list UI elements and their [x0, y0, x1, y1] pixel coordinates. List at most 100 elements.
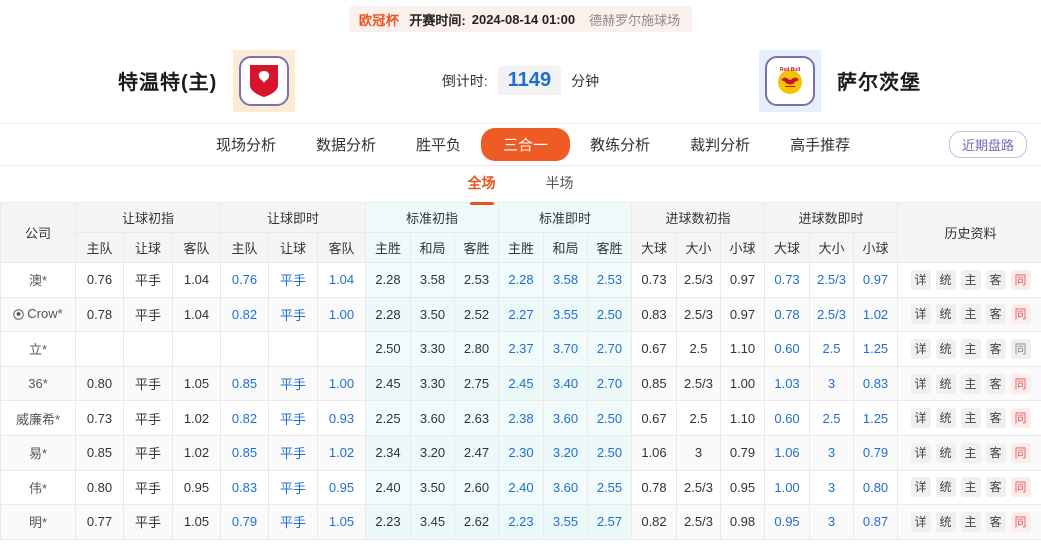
history-button-3[interactable]: 客 [985, 373, 1006, 394]
cell-odds[interactable]: 2.5/3 [809, 296, 855, 333]
cell-odds[interactable]: 2.50 [365, 331, 411, 367]
cell-odds[interactable]: 3 [809, 434, 855, 471]
cell-company[interactable]: 易* [0, 434, 76, 471]
cell-company[interactable]: Crow* [0, 296, 76, 333]
cell-odds[interactable]: 2.40 [365, 469, 411, 506]
cell-odds[interactable]: 2.25 [365, 400, 411, 436]
cell-odds[interactable]: 1.05 [172, 504, 221, 540]
cell-odds[interactable]: 0.98 [719, 504, 766, 540]
cell-odds[interactable]: 2.5 [676, 400, 721, 436]
cell-odds[interactable] [220, 331, 269, 367]
cell-odds[interactable]: 0.82 [631, 504, 677, 540]
cell-odds[interactable]: 0.76 [75, 262, 124, 298]
table-row[interactable]: 威廉希* 0.73 平手 1.02 0.82 平手 0.93 2.25 3.60 2.63 2.38… [0, 400, 1041, 436]
history-button-4[interactable]: 同 [1010, 511, 1031, 532]
cell-odds[interactable]: 0.85 [220, 365, 269, 402]
cell-odds[interactable]: 平手 [268, 434, 318, 471]
history-button-2[interactable]: 主 [960, 477, 981, 498]
history-button-2[interactable]: 主 [960, 373, 981, 394]
cell-odds[interactable]: 0.60 [764, 331, 811, 367]
cell-odds[interactable]: 0.82 [220, 296, 269, 333]
cell-odds[interactable]: 0.95 [317, 469, 366, 506]
cell-odds[interactable]: 1.00 [317, 296, 366, 333]
history-button-4[interactable]: 同 [1010, 442, 1031, 463]
cell-odds[interactable]: 平手 [268, 365, 318, 402]
cell-odds[interactable]: 0.78 [75, 296, 124, 333]
cell-odds[interactable]: 2.28 [498, 262, 544, 298]
cell-odds[interactable]: 1.02 [172, 434, 221, 471]
cell-odds[interactable]: 1.05 [172, 365, 221, 402]
cell-odds[interactable]: 3.60 [543, 400, 588, 436]
history-button-3[interactable]: 客 [985, 269, 1006, 290]
cell-odds[interactable]: 3.20 [543, 434, 588, 471]
nav-item-shengpingfu[interactable]: 胜平负 [416, 137, 462, 154]
cell-odds[interactable]: 1.04 [172, 262, 221, 298]
nav-item-caipan[interactable]: 裁判分析 [690, 137, 751, 154]
cell-odds[interactable]: 0.95 [172, 469, 221, 506]
cell-odds[interactable]: 0.73 [631, 262, 677, 298]
cell-odds[interactable]: 平手 [123, 400, 173, 436]
cell-company[interactable]: 36* [0, 365, 76, 402]
cell-odds[interactable]: 2.5/3 [676, 504, 721, 540]
cell-odds[interactable]: 2.5/3 [676, 296, 721, 333]
history-button-4[interactable]: 同 [1010, 269, 1031, 290]
history-button-3[interactable]: 客 [985, 442, 1006, 463]
cell-odds[interactable]: 2.60 [454, 469, 499, 506]
cell-odds[interactable]: 0.79 [220, 504, 269, 540]
table-row[interactable]: 伟* 0.80 平手 0.95 0.83 平手 0.95 2.40 3.50 2.60 2.40 3.… [0, 469, 1041, 506]
cell-odds[interactable]: 平手 [268, 504, 318, 540]
cell-odds[interactable]: 3.45 [410, 504, 455, 540]
cell-odds[interactable]: 0.77 [75, 504, 124, 540]
cell-odds[interactable]: 1.10 [719, 400, 766, 436]
cell-odds[interactable]: 0.73 [75, 400, 124, 436]
history-button-1[interactable]: 统 [935, 304, 956, 325]
cell-odds[interactable]: 3.50 [410, 469, 455, 506]
cell-odds[interactable] [75, 331, 124, 367]
cell-odds[interactable]: 0.80 [853, 469, 899, 506]
history-button-4[interactable]: 同 [1010, 408, 1031, 429]
cell-odds[interactable]: 2.5 [809, 400, 855, 436]
history-button-4[interactable]: 同 [1010, 477, 1031, 498]
cell-odds[interactable]: 平手 [268, 296, 318, 333]
cell-odds[interactable]: 0.80 [75, 365, 124, 402]
cell-odds[interactable]: 1.10 [719, 331, 766, 367]
nav-item-xianchang[interactable]: 现场分析 [216, 137, 277, 154]
cell-odds[interactable]: 2.27 [498, 296, 544, 333]
history-button-2[interactable]: 主 [960, 408, 981, 429]
cell-odds[interactable]: 平手 [268, 262, 318, 298]
cell-odds[interactable]: 0.85 [75, 434, 124, 471]
history-button-0[interactable]: 详 [910, 477, 931, 498]
cell-odds[interactable]: 平手 [268, 400, 318, 436]
cell-odds[interactable]: 0.79 [853, 434, 899, 471]
cell-odds[interactable]: 2.70 [587, 331, 632, 367]
cell-odds[interactable]: 0.97 [719, 262, 766, 298]
cell-odds[interactable]: 2.75 [454, 365, 499, 402]
history-button-0[interactable]: 详 [910, 338, 931, 359]
history-button-1[interactable]: 统 [935, 408, 956, 429]
history-button-4[interactable]: 同 [1010, 373, 1031, 394]
table-row[interactable]: 明* 0.77 平手 1.05 0.79 平手 1.05 2.23 3.45 2.62 2.23 3.… [0, 504, 1041, 540]
cell-odds[interactable]: 0.95 [719, 469, 766, 506]
cell-odds[interactable]: 1.00 [764, 469, 811, 506]
cell-odds[interactable]: 2.34 [365, 434, 411, 471]
cell-odds[interactable]: 0.67 [631, 331, 677, 367]
cell-odds[interactable]: 3.55 [543, 504, 588, 540]
history-button-0[interactable]: 详 [910, 373, 931, 394]
cell-odds[interactable]: 3 [809, 365, 855, 402]
cell-odds[interactable] [123, 331, 173, 367]
cell-odds[interactable]: 0.60 [764, 400, 811, 436]
cell-odds[interactable]: 2.53 [587, 262, 632, 298]
history-button-1[interactable]: 统 [935, 269, 956, 290]
cell-odds[interactable]: 1.04 [317, 262, 366, 298]
cell-odds[interactable]: 2.80 [454, 331, 499, 367]
cell-odds[interactable]: 2.28 [365, 296, 411, 333]
cell-odds[interactable]: 2.55 [587, 469, 632, 506]
cell-odds[interactable]: 1.02 [317, 434, 366, 471]
history-button-1[interactable]: 统 [935, 511, 956, 532]
table-row[interactable]: 易* 0.85 平手 1.02 0.85 平手 1.02 2.34 3.20 2.47 2.30 3.… [0, 434, 1041, 471]
recent-trend-button[interactable]: 近期盘路 [948, 131, 1027, 158]
history-button-0[interactable]: 详 [910, 442, 931, 463]
nav-item-sanheyi[interactable]: 三合一 [481, 128, 571, 161]
table-row[interactable]: 立* 2.50 3.30 2.80 2.37 3.70 2.70 0.67 2.5 1.10 0.6… [0, 331, 1041, 367]
cell-odds[interactable]: 平手 [123, 469, 173, 506]
